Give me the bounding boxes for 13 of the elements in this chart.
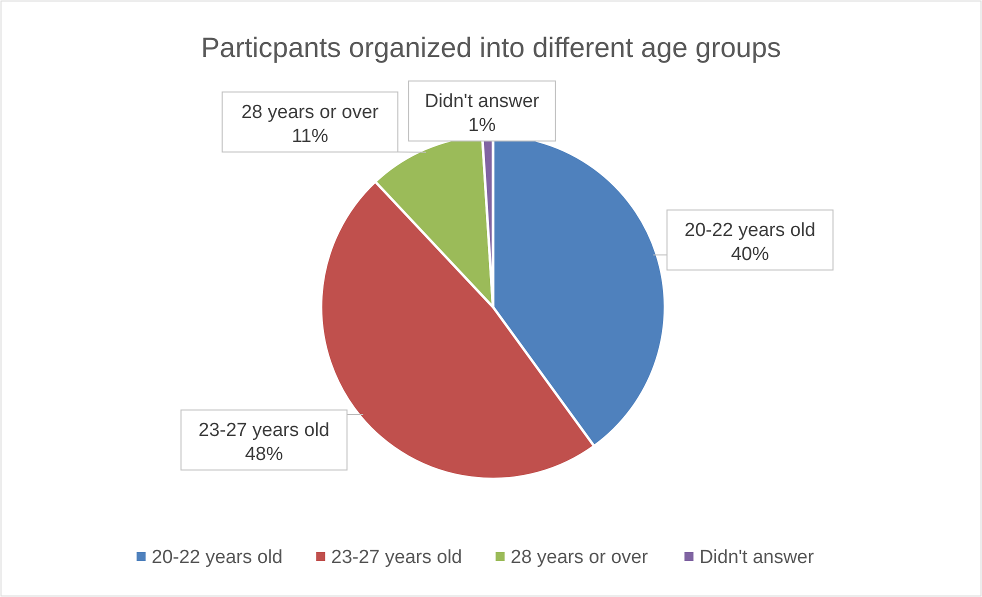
legend-label: 28 years or over	[510, 547, 649, 568]
data-label: 1%	[468, 115, 496, 136]
data-label: 40%	[730, 244, 770, 265]
slice-label: 23-27 years old	[198, 420, 330, 441]
data-label: 11%	[292, 126, 328, 147]
slice-label: 20-22 years old	[684, 220, 816, 241]
slice-label: Didn't answer	[424, 91, 540, 112]
slice-label: 28 years or over	[241, 102, 380, 123]
chart-title: Particpants organized into different age groups	[200, 32, 782, 63]
legend-label: Didn't answer	[699, 547, 815, 568]
legend-label: 23-27 years old	[331, 547, 462, 568]
legend-label: 20-22 years old	[152, 547, 283, 568]
data-label: 48%	[244, 444, 284, 465]
